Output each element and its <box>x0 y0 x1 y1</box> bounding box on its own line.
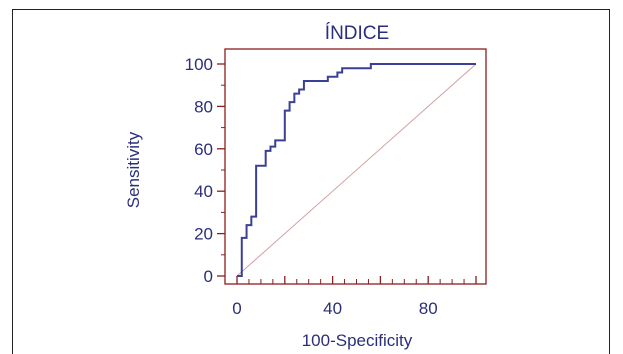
y-axis: 0 20 40 60 80 100 <box>185 55 225 286</box>
reference-diagonal-line <box>236 63 477 277</box>
chart-title: ÍNDICE <box>325 23 389 44</box>
y-tick-label: 60 <box>194 140 213 159</box>
y-tick-label: 0 <box>204 267 213 286</box>
x-axis: 0 40 80 <box>232 276 477 318</box>
y-axis-label: Sensitivity <box>124 131 143 208</box>
y-tick-label: 80 <box>194 97 213 116</box>
x-tick-label: 0 <box>232 299 241 318</box>
y-tick-label: 20 <box>194 225 213 244</box>
x-tick-label: 80 <box>419 299 438 318</box>
x-tick-label: 40 <box>323 299 342 318</box>
roc-curve-line <box>237 63 476 277</box>
plot-area <box>224 48 487 285</box>
figure-frame <box>12 9 610 354</box>
series-layer <box>236 63 477 277</box>
y-tick-label: 40 <box>194 182 213 201</box>
x-axis-label: 100-Specificity <box>302 331 413 350</box>
y-tick-label: 100 <box>185 55 213 74</box>
